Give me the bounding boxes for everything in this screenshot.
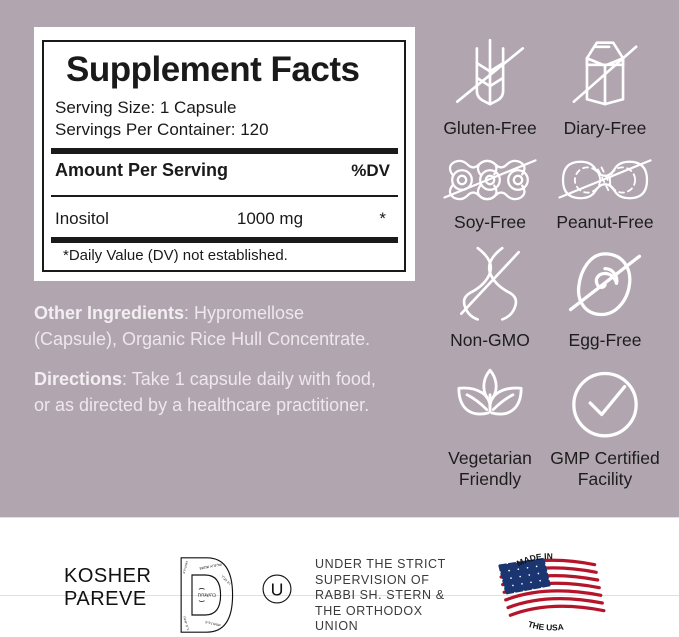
svg-text:הגאון הרב: הגאון הרב: [182, 560, 189, 574]
svg-text:בהשגחת: בהשגחת: [198, 594, 216, 599]
svg-text:U: U: [271, 579, 284, 599]
svg-text:THE USA: THE USA: [527, 619, 564, 633]
svg-text:שליט"א שמשון: שליט"א שמשון: [199, 563, 222, 571]
svg-text:ור"מ ישיבת: ור"מ ישיבת: [182, 616, 190, 631]
svg-text:שטערן לייב: שטערן לייב: [205, 620, 222, 627]
